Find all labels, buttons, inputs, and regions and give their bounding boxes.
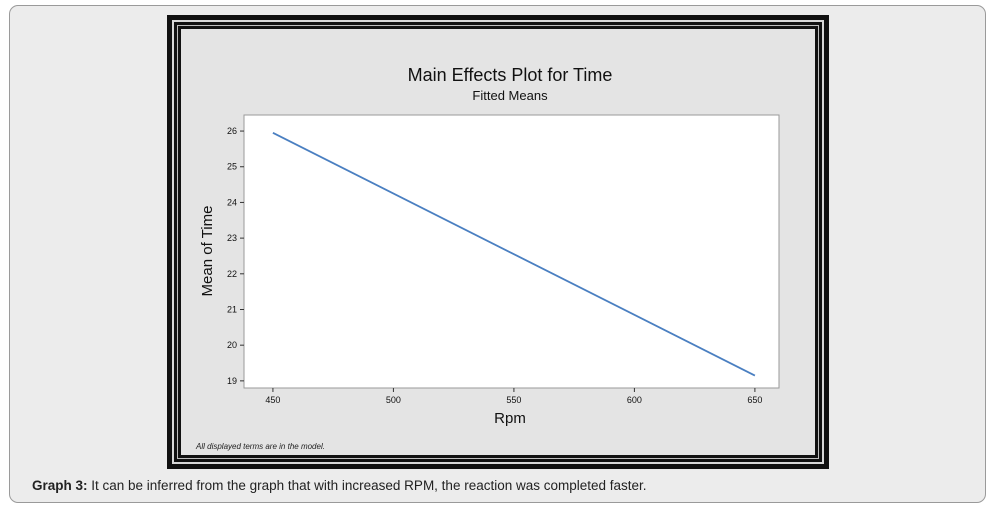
y-tick-label: 20 [227, 340, 237, 350]
x-tick-label: 500 [386, 395, 401, 405]
y-axis-label: Mean of Time [199, 206, 216, 297]
y-tick-label: 24 [227, 197, 237, 207]
x-tick-label: 450 [265, 395, 280, 405]
x-tick-label: 550 [506, 395, 521, 405]
chart-area: Main Effects Plot for Time Fitted Means … [181, 29, 815, 455]
caption-label: Graph 3: [32, 478, 88, 493]
y-tick-label: 22 [227, 269, 237, 279]
chart-title: Main Effects Plot for Time [408, 65, 613, 85]
y-tick-label: 21 [227, 304, 237, 314]
chart-subtitle: Fitted Means [472, 88, 548, 103]
y-axis: 19 20 21 22 23 24 25 26 [227, 126, 244, 386]
series-group [272, 132, 756, 377]
main-effects-chart: Main Effects Plot for Time Fitted Means … [195, 65, 780, 451]
caption-text: It can be inferred from the graph that w… [87, 478, 647, 493]
y-tick-label: 26 [227, 126, 237, 136]
series-line [272, 132, 756, 377]
chart-frame: Main Effects Plot for Time Fitted Means … [167, 15, 829, 469]
y-tick-label: 25 [227, 162, 237, 172]
y-tick-label: 19 [227, 376, 237, 386]
frame-border-inner [177, 25, 819, 459]
x-tick-label: 650 [747, 395, 762, 405]
y-tick-label: 23 [227, 233, 237, 243]
x-axis-label: Rpm [494, 410, 526, 427]
figure-caption: Graph 3: It can be inferred from the gra… [32, 478, 647, 493]
x-axis: 450 500 550 600 650 [265, 388, 762, 405]
x-tick-label: 600 [627, 395, 642, 405]
frame-border [172, 20, 824, 464]
footnote: All displayed terms are in the model. [195, 442, 325, 451]
